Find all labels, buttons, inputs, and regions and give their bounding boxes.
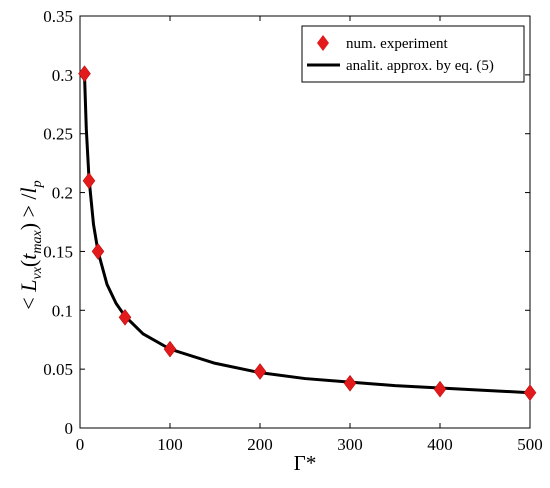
axis-ticks bbox=[79, 15, 531, 429]
marker-layer bbox=[78, 65, 537, 402]
data-point bbox=[163, 340, 177, 358]
legend-label-num-experiment: num. experiment bbox=[346, 36, 448, 52]
data-point bbox=[91, 243, 105, 260]
svg-text:< Lvx(tmax) > /lp: < Lvx(tmax) > /lp bbox=[16, 180, 45, 309]
y-tick-label: 0.2 bbox=[52, 184, 73, 203]
x-tick-label: 100 bbox=[157, 435, 183, 454]
x-axis-label: Γ* bbox=[294, 451, 317, 475]
x-tick-label: 300 bbox=[337, 435, 363, 454]
plot-frame bbox=[79, 15, 531, 429]
legend-label-analytic: analit. approx. by eq. (5) bbox=[346, 58, 494, 74]
y-tick-label: 0.3 bbox=[52, 66, 73, 85]
legend-box bbox=[301, 25, 525, 83]
y-tick-label: 0.35 bbox=[43, 7, 73, 26]
y-tick-label: 0.1 bbox=[52, 301, 73, 320]
series-line-analytic bbox=[83, 74, 531, 395]
data-point bbox=[523, 384, 537, 402]
y-tick-label: 0.15 bbox=[43, 242, 73, 261]
data-point bbox=[118, 308, 132, 326]
legend: num. experiment analit. approx. by eq. (… bbox=[301, 25, 525, 83]
data-point bbox=[433, 380, 447, 398]
data-point bbox=[78, 65, 91, 83]
y-axis-label: < Lvx(tmax) > /lp bbox=[16, 180, 45, 309]
x-tick-label: 400 bbox=[427, 435, 453, 454]
data-point bbox=[343, 374, 357, 392]
tick-labels: 0 100 200 300 400 500 0 0.05 0.1 0.15 0.2 0.25 0.3 0.… bbox=[43, 7, 543, 454]
x-tick-label: 500 bbox=[517, 435, 543, 454]
data-point bbox=[82, 172, 96, 190]
legend-marker-num-experiment bbox=[317, 35, 329, 51]
y-tick-label: 0.25 bbox=[43, 125, 73, 144]
x-tick-label: 200 bbox=[247, 435, 273, 454]
line-layer bbox=[83, 74, 531, 395]
y-tick-label: 0 bbox=[65, 419, 74, 438]
x-tick-label: 0 bbox=[76, 435, 85, 454]
y-tick-label: 0.05 bbox=[43, 360, 73, 379]
data-point bbox=[253, 363, 267, 380]
